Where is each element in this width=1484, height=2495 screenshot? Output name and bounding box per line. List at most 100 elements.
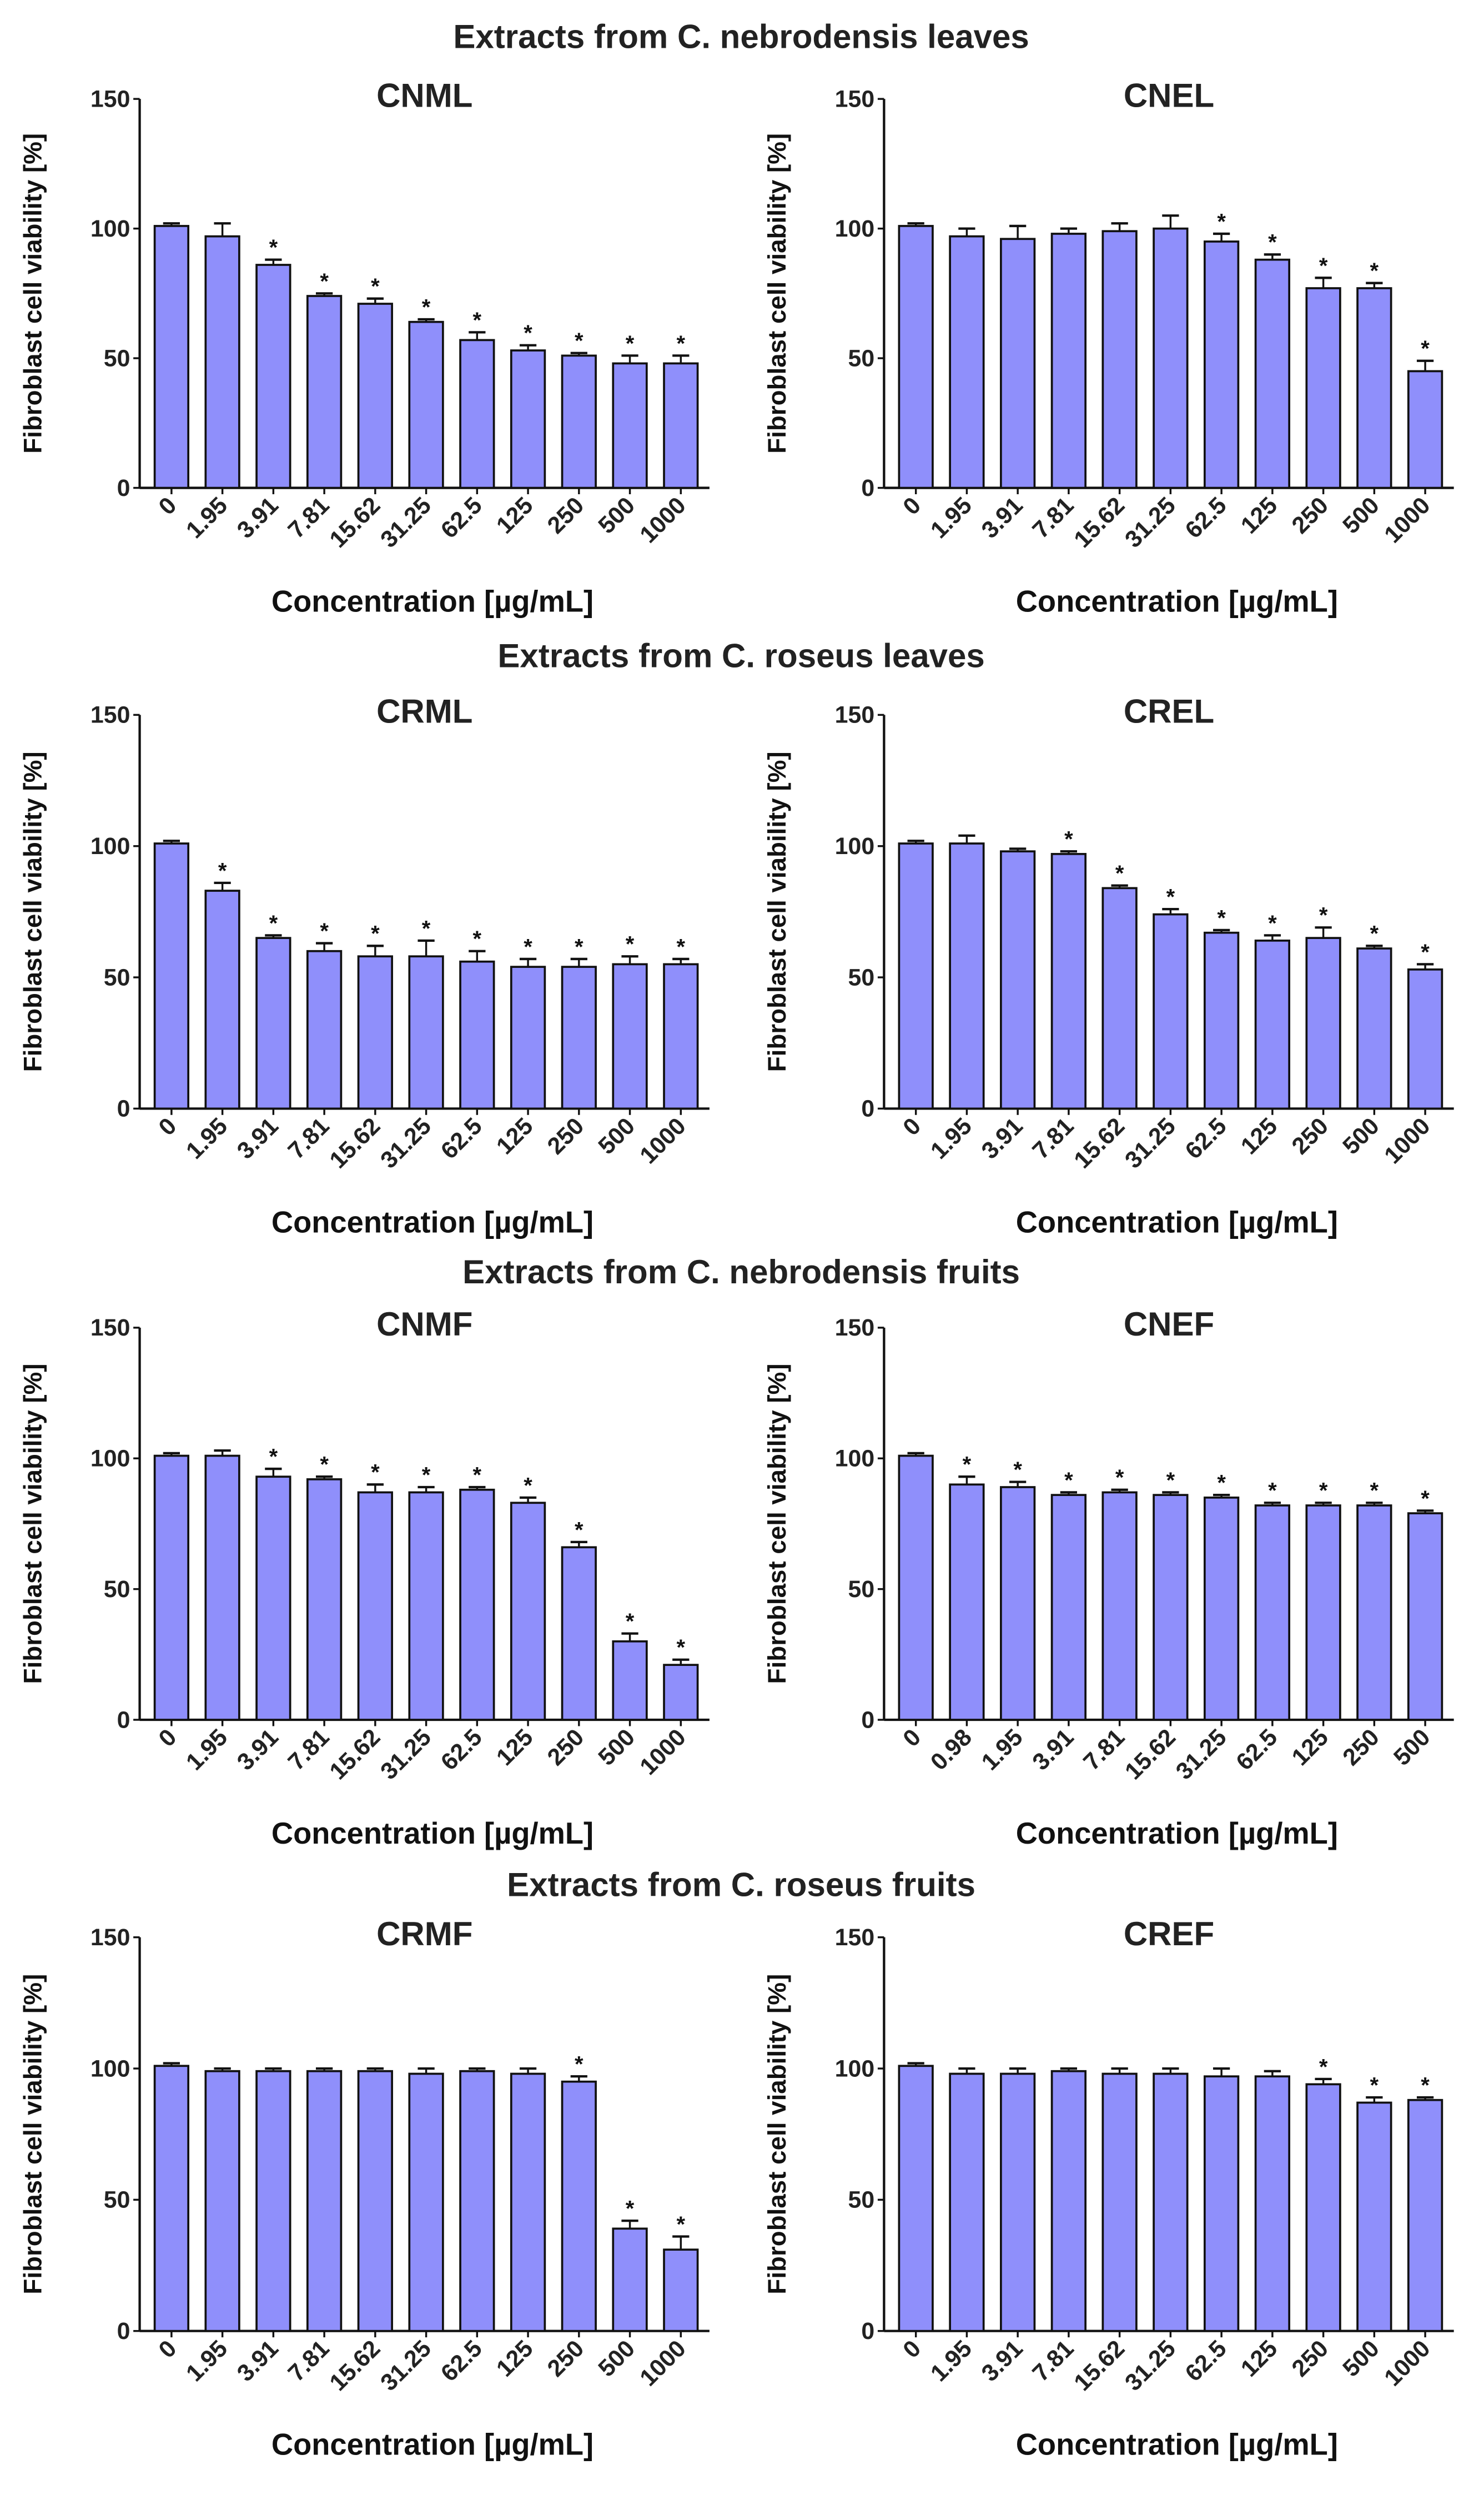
y-axis-label: Fibroblast cell viability [%] [18, 1974, 47, 2295]
x-tick-label: 62.5 [1180, 2335, 1232, 2387]
x-tick-label: 62.5 [436, 1724, 487, 1775]
y-tick-label: 0 [117, 475, 130, 501]
x-tick-label: 31.25 [1120, 492, 1181, 553]
significance-star: * [320, 919, 329, 943]
bar [561, 1546, 597, 1721]
significance-star: * [1319, 254, 1328, 278]
x-tick-label: 62.5 [1231, 1724, 1282, 1775]
significance-star: * [1064, 1468, 1073, 1493]
significance-star: * [320, 1453, 329, 1477]
x-tick-label: 500 [1389, 1724, 1436, 1771]
x-axis-label: Concentration [µg/mL] [1016, 2428, 1338, 2462]
significance-star: * [1217, 209, 1226, 234]
significance-star: * [422, 295, 431, 319]
bar [663, 362, 699, 489]
bar [949, 2072, 985, 2332]
x-tick-label: 125 [491, 2335, 539, 2382]
x-tick-label: 1000 [635, 1113, 691, 1169]
chart-crml: CRML Fibroblast cell viability [%] Concent… [18, 693, 710, 1239]
bar [1050, 233, 1087, 489]
x-tick-label: 250 [542, 1113, 590, 1160]
y-tick-label: 100 [90, 1445, 130, 1472]
significance-star: * [1013, 1458, 1022, 1482]
significance-star: * [1166, 1468, 1175, 1493]
x-tick-label: 0 [898, 1724, 926, 1752]
y-tick-label: 150 [90, 1924, 130, 1951]
y-tick-label: 150 [835, 1314, 875, 1341]
chart-cnel: CNEL Fibroblast cell viability [%] Concent… [763, 77, 1454, 619]
x-tick-label: 125 [1236, 2335, 1283, 2382]
x-tick-label: 31.25 [375, 2335, 436, 2396]
x-tick-label: 1.95 [925, 492, 977, 544]
bar [510, 349, 546, 489]
significance-star: * [1319, 2055, 1328, 2079]
x-axis-label: Concentration [µg/mL] [1016, 1205, 1338, 1239]
y-tick-label: 150 [835, 702, 875, 729]
bar [1407, 1512, 1443, 1721]
x-tick-label: 500 [593, 2335, 641, 2382]
y-tick-label: 0 [117, 1706, 130, 1733]
bar [898, 842, 934, 1110]
x-tick-label: 15.62 [325, 2335, 386, 2396]
x-tick-label: 31.25 [1171, 1724, 1232, 1785]
bar [255, 937, 291, 1110]
bar [949, 235, 985, 489]
bar [1305, 287, 1341, 489]
x-tick-label: 15.62 [325, 1113, 386, 1174]
x-tick-label: 1.95 [925, 1113, 977, 1164]
x-tick-label: 1.95 [181, 2335, 233, 2387]
x-tick-label: 15.62 [1069, 1113, 1130, 1174]
x-tick-label: 250 [542, 492, 590, 539]
x-tick-label: 0 [154, 1113, 182, 1141]
bar [153, 1454, 190, 1721]
bar [1203, 2075, 1240, 2332]
y-tick-label: 0 [861, 475, 874, 501]
x-tick-label: 31.25 [1120, 1113, 1181, 1174]
y-tick-label: 0 [117, 2318, 130, 2345]
bar [1050, 2070, 1087, 2332]
x-tick-label: 500 [1337, 2335, 1385, 2382]
y-tick-label: 100 [90, 215, 130, 242]
bar [949, 842, 985, 1110]
y-tick-label: 0 [861, 1706, 874, 1733]
x-tick-label: 500 [593, 1724, 641, 1771]
x-tick-label: 3.91 [232, 2335, 284, 2387]
chart-title: CRMF [376, 1915, 472, 1952]
x-tick-label: 125 [1287, 1724, 1334, 1771]
x-tick-label: 3.91 [1027, 1724, 1079, 1775]
bar [408, 955, 444, 1110]
x-tick-label: 250 [1287, 2335, 1334, 2382]
y-tick-label: 100 [835, 833, 875, 860]
y-tick-label: 100 [90, 833, 130, 860]
significance-star: * [575, 2052, 583, 2077]
bar [204, 235, 240, 489]
bar [510, 966, 546, 1110]
significance-star: * [1319, 903, 1328, 928]
bar [561, 966, 597, 1110]
x-axis-label: Concentration [µg/mL] [271, 1205, 593, 1239]
bar [1254, 2075, 1290, 2332]
bar [408, 2072, 444, 2332]
x-tick-label: 15.62 [325, 492, 386, 553]
significance-star: * [269, 235, 278, 260]
bar [306, 1478, 343, 1721]
bar [1203, 1497, 1240, 1721]
significance-star: * [1421, 1487, 1430, 1511]
x-tick-label: 500 [1337, 1113, 1385, 1160]
bar [153, 2065, 190, 2332]
significance-star: * [1370, 922, 1379, 946]
significance-star: * [677, 1635, 686, 1660]
y-tick-label: 150 [90, 702, 130, 729]
bar [459, 960, 495, 1110]
significance-star: * [1421, 940, 1430, 965]
bar [204, 890, 240, 1110]
y-axis-label: Fibroblast cell viability [%] [763, 133, 791, 454]
significance-star: * [473, 308, 482, 333]
significance-star: * [524, 321, 532, 345]
significance-star: * [371, 274, 380, 299]
y-tick-label: 50 [848, 345, 875, 372]
significance-star: * [1268, 230, 1277, 255]
x-tick-label: 1000 [1379, 2335, 1435, 2391]
chart-title: CREF [1124, 1915, 1214, 1952]
bar [1000, 850, 1036, 1110]
